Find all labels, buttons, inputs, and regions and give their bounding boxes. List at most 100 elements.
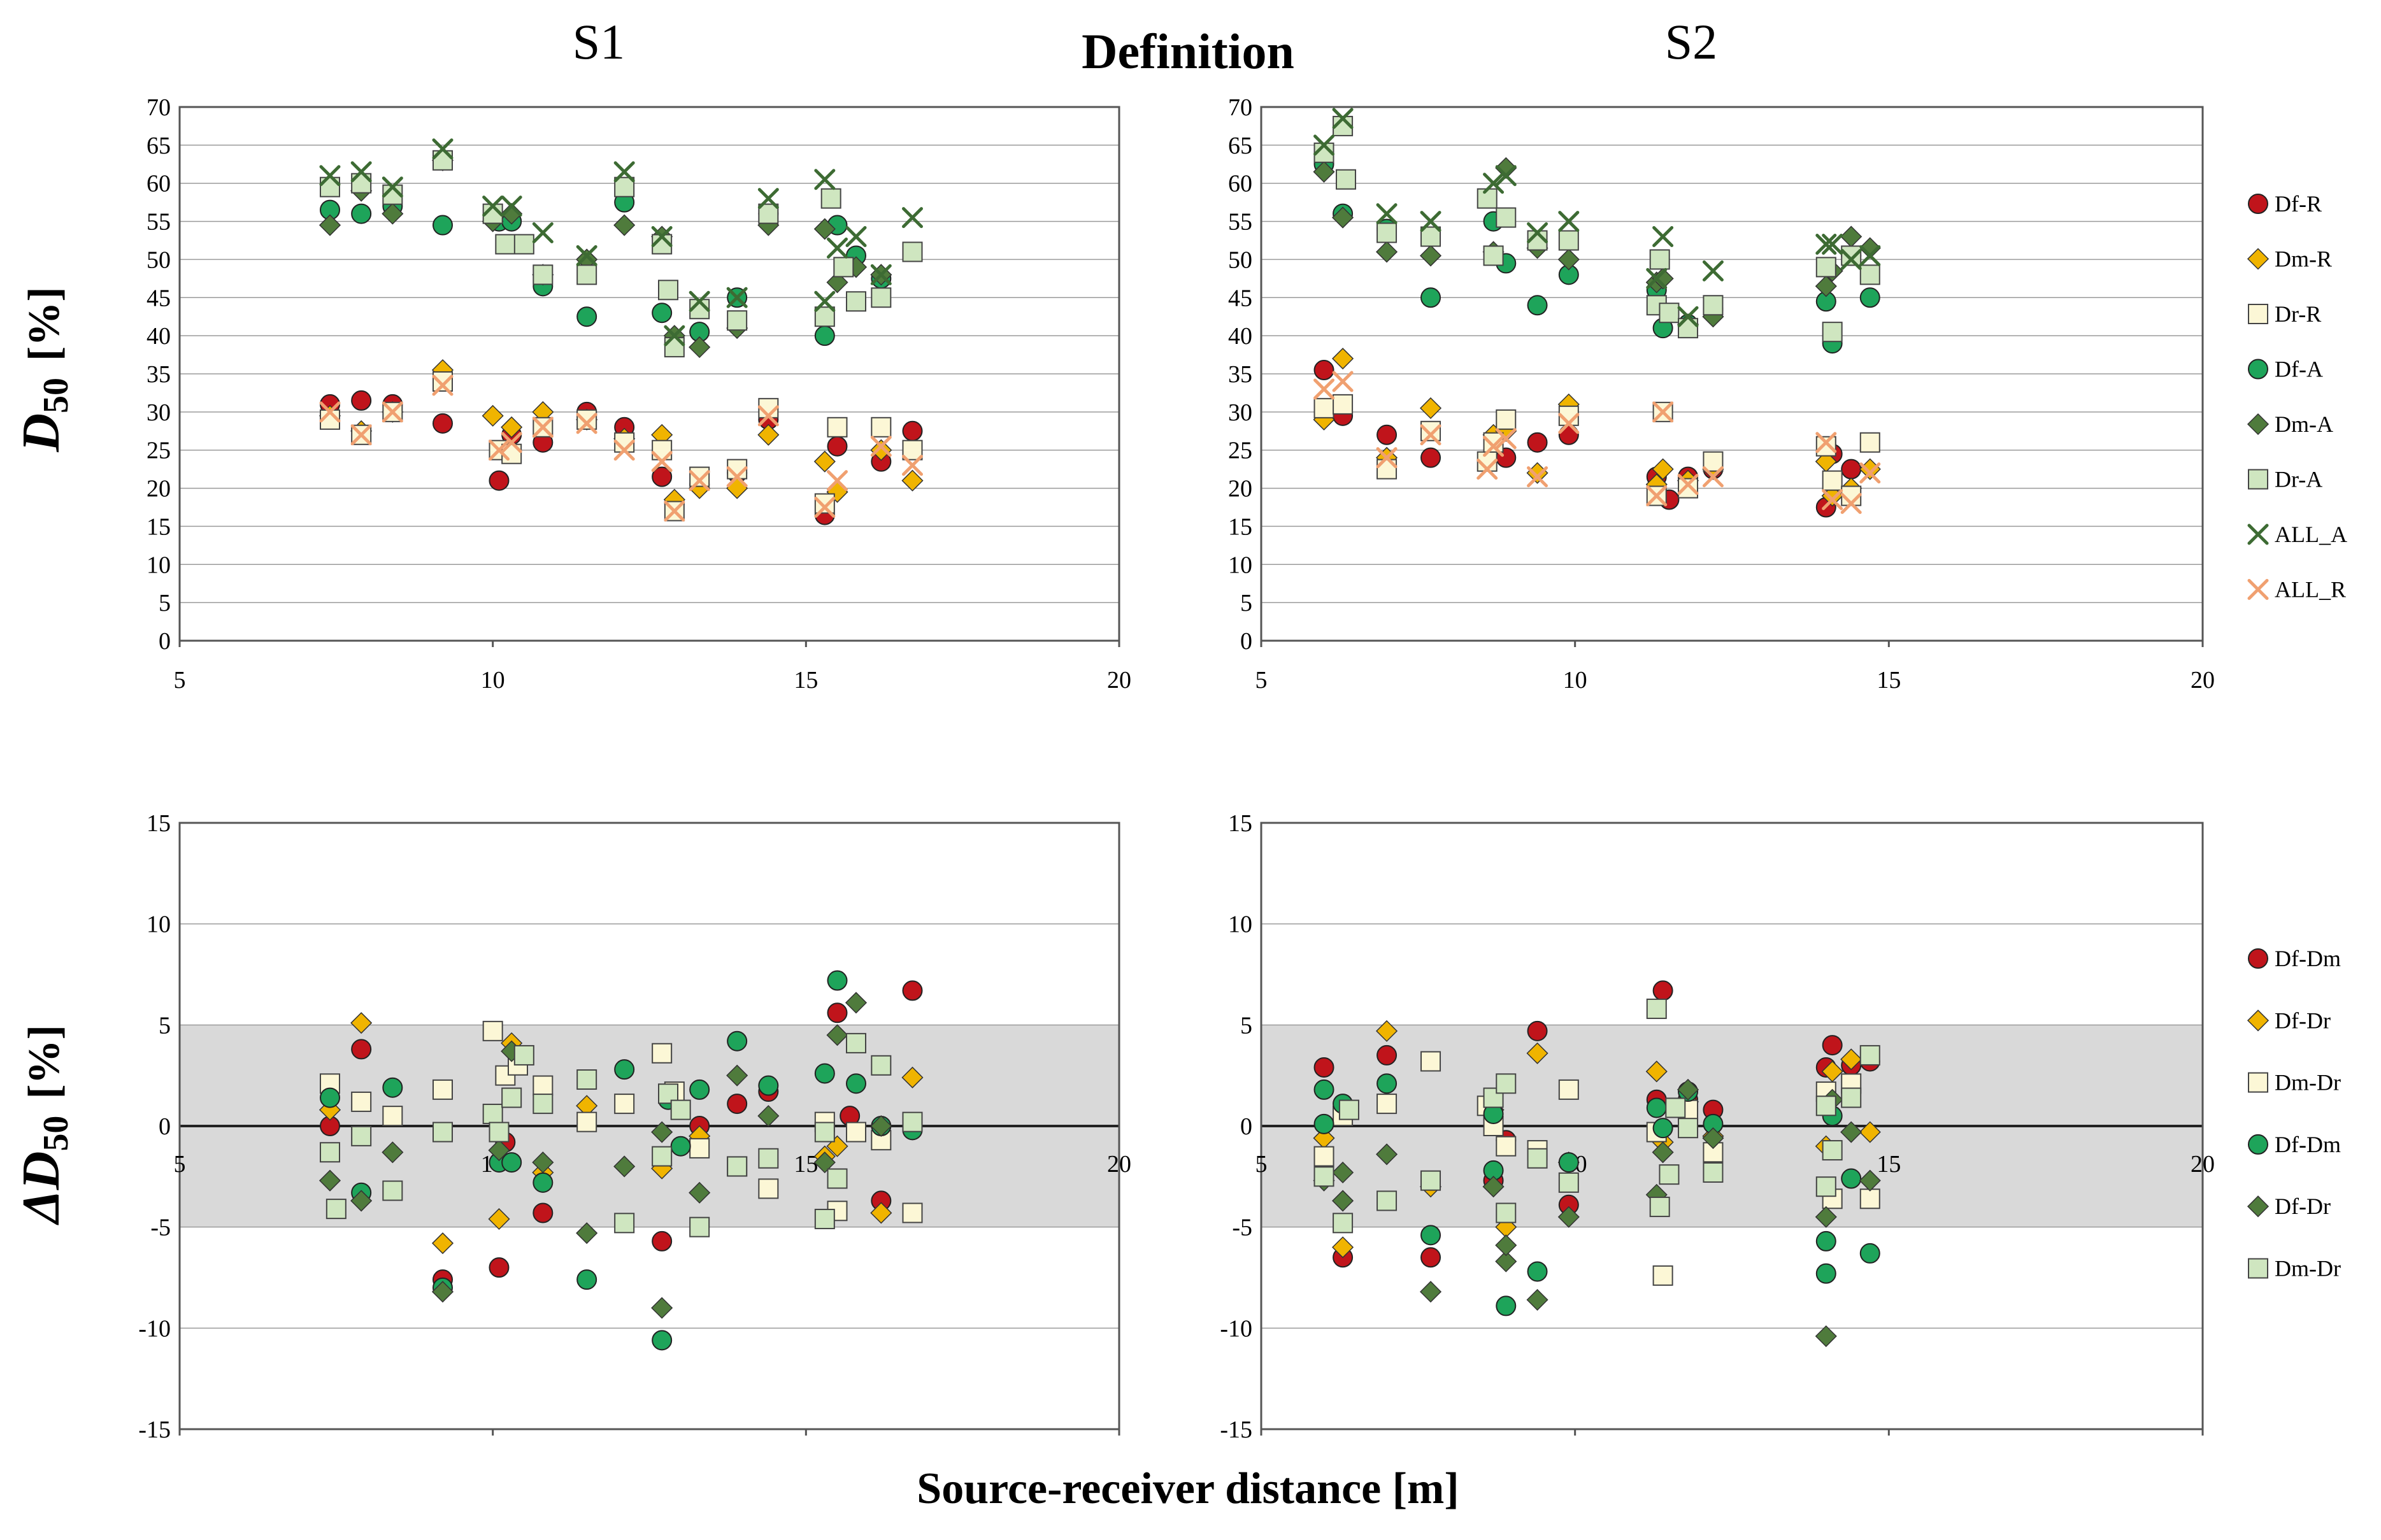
data-point [488,1139,510,1162]
data-point [1496,1202,1517,1223]
data-point [482,196,504,217]
data-point [813,450,836,473]
data-point [1313,1146,1334,1167]
ylabel-top-unit: [%] [20,287,69,361]
data-point [814,493,835,514]
data-point [1483,173,1505,194]
y-tick-label: 5 [159,1012,171,1039]
legend-label: Df-A [2275,357,2323,382]
data-point [613,214,636,236]
data-point [1649,1196,1670,1217]
data-point [1495,1250,1517,1273]
series-dm-dr [1313,998,1880,1234]
data-point [1332,206,1354,229]
data-point [1646,485,1668,507]
data-point [1527,222,1548,244]
data-point [651,451,673,473]
data-point [533,1202,554,1223]
legend-label: Df-Dm [2275,946,2341,971]
data-point [1495,157,1517,179]
data-point [1815,1230,1836,1251]
data-point [689,470,710,492]
series-dm-dr [320,1032,923,1237]
y-tick-label: 15 [1228,513,1252,540]
data-point [814,1122,835,1143]
y-tick-label: -5 [1232,1215,1252,1241]
data-point [1822,233,1843,255]
data-point [1313,360,1334,381]
data-point [833,257,854,278]
chart-s2-delta: -15-10-50510155101520Df-DmDf-DrDm-DrDf-D… [1220,810,2341,1443]
data-point [501,416,523,438]
data-point [727,1156,748,1177]
data-point [1646,1097,1667,1118]
data-point [501,196,522,217]
data-point [576,1111,597,1132]
y-tick-label: 0 [1240,628,1252,655]
data-point [1659,303,1680,324]
data-point [1313,397,1334,418]
data-point [351,1125,372,1146]
data-point [533,1172,554,1193]
data-point [1527,1261,1548,1282]
ylabel-top: D50 [%] [11,287,76,452]
x-tick-label: 10 [1563,667,1587,694]
data-point [814,497,836,518]
data-point [489,1122,510,1143]
data-point [533,264,554,285]
y-tick-label: 45 [147,285,171,311]
data-point [814,1063,835,1084]
chart-s1-delta: -15-10-50510155101520 [138,810,1131,1443]
data-point [350,1190,373,1212]
data-point [1526,1042,1548,1064]
data-point [1376,222,1398,243]
data-point [1859,287,1880,308]
y-tick-label: 60 [147,171,171,197]
data-point [664,325,685,346]
y-tick-label: 70 [1228,94,1252,121]
legend-marker [2247,579,2269,600]
data-point [1376,1094,1398,1115]
data-point [726,287,748,308]
data-point [1313,160,1335,183]
x-tick-label: 15 [1877,1151,1901,1178]
y-tick-label: 0 [1240,1113,1252,1140]
data-point [664,500,685,522]
data-point [1376,1190,1398,1211]
y-tick-label: 30 [147,399,171,426]
legend-marker [2247,524,2269,545]
data-point [1649,249,1670,270]
data-point [1527,466,1548,488]
legend-marker [2248,194,2268,214]
data-point [901,1066,924,1088]
data-point [614,1094,635,1115]
data-point [1313,1166,1334,1187]
data-point [1840,1048,1863,1071]
xlabel: Source-receiver distance [m] [917,1464,1459,1513]
data-point [320,1087,340,1108]
data-point [689,1216,710,1237]
y-tick-label: -10 [1220,1315,1252,1342]
y-tick-label: 25 [1228,438,1252,464]
data-point [827,436,848,457]
y-tick-label: 65 [1228,132,1252,159]
data-point [1822,1035,1843,1056]
series-all-r [319,374,923,522]
data-point [902,207,923,229]
y-tick-label: 65 [147,132,171,159]
x-tick-label: 20 [1107,667,1131,694]
y-tick-label: 55 [147,209,171,236]
data-point [651,1121,673,1143]
data-point [1678,478,1699,499]
y-tick-label: 0 [159,1113,171,1140]
ylabel-bottom-main: ΔD [11,1151,71,1225]
data-point [482,404,504,427]
data-point [1815,1176,1836,1197]
data-point [845,226,867,248]
data-point [652,466,673,487]
data-point [532,222,554,244]
data-point [871,1055,892,1076]
legend-marker [2248,948,2268,969]
y-tick-label: 15 [1228,810,1252,837]
